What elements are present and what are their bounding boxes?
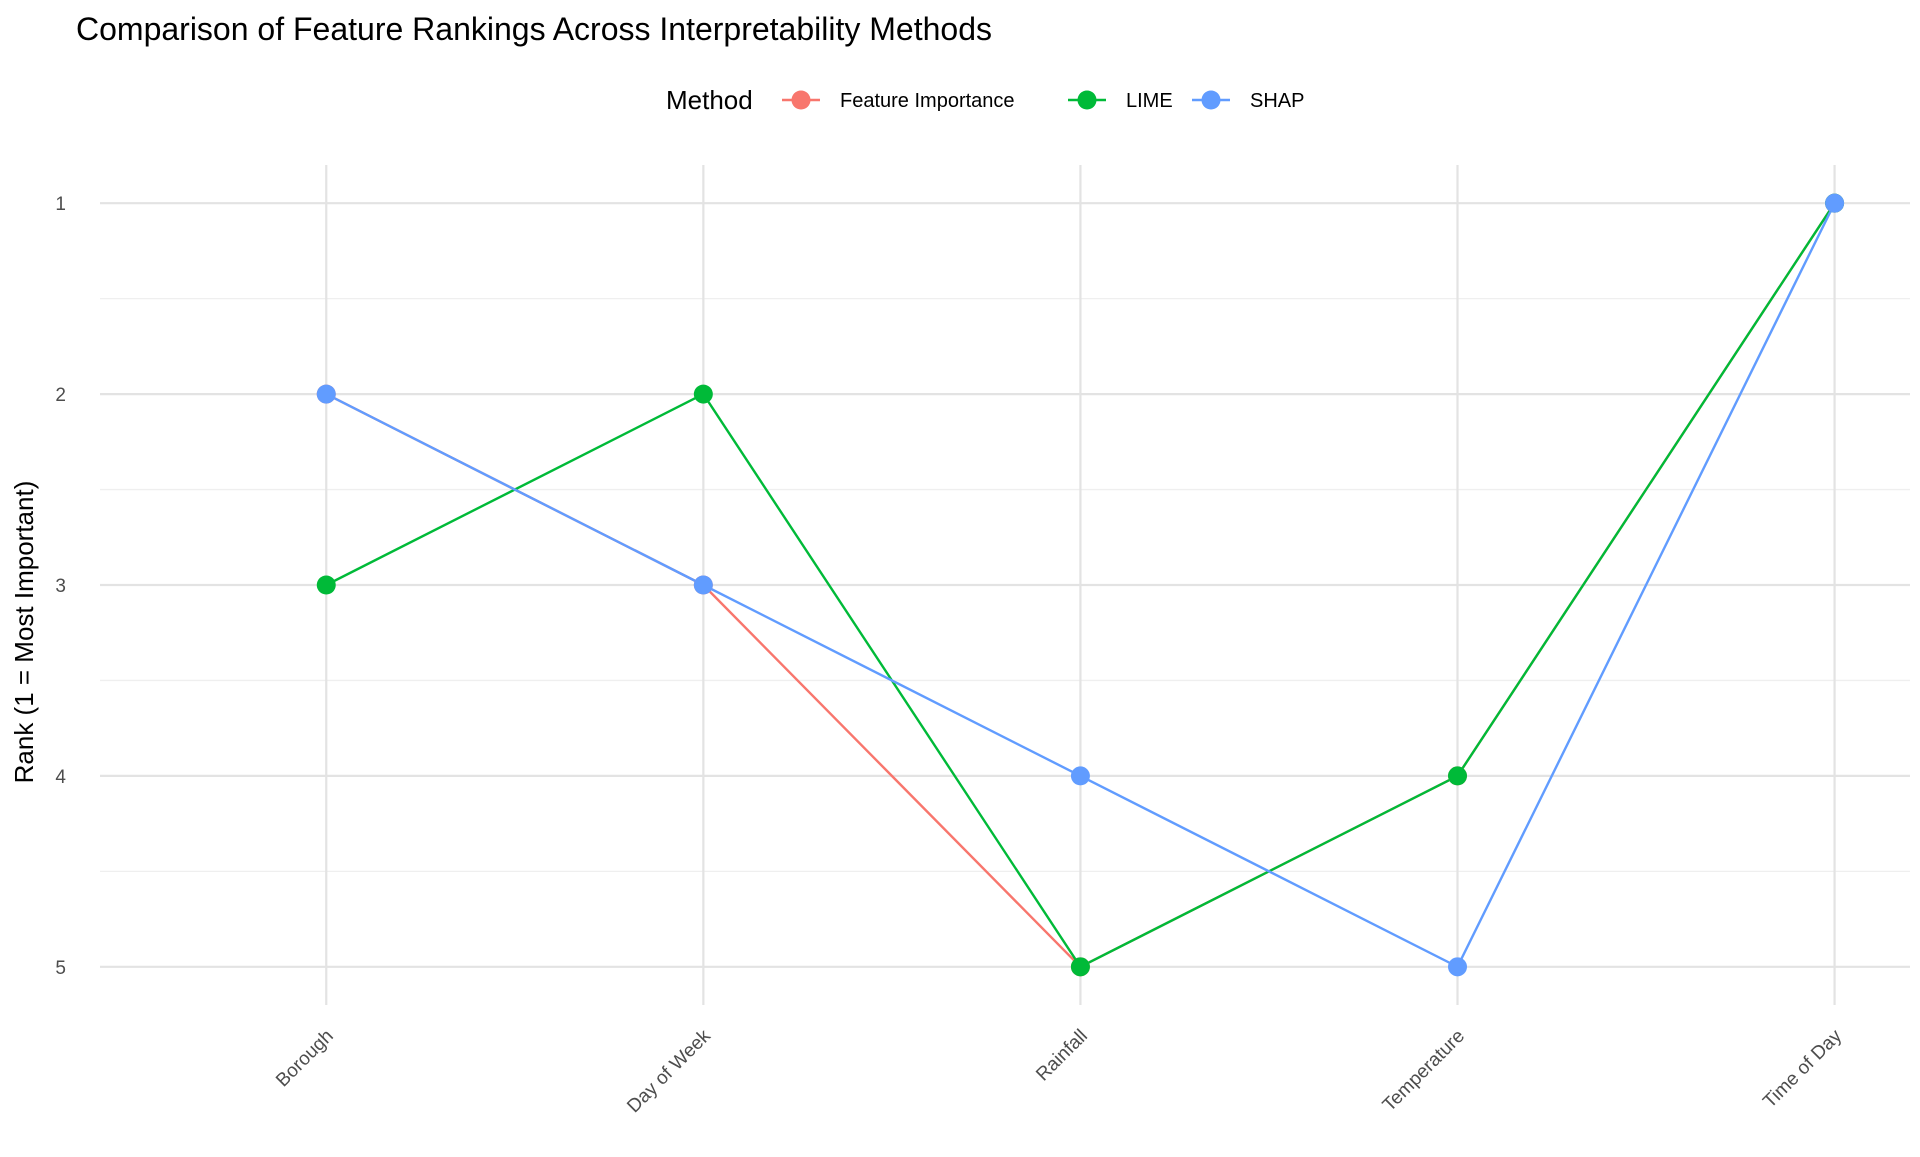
legend-key-marker — [791, 90, 811, 110]
legend-label: SHAP — [1250, 90, 1304, 112]
data-point-lime-borough — [316, 575, 336, 595]
legend-label: Feature Importance — [840, 90, 1015, 112]
data-point-shap-borough — [316, 384, 336, 404]
legend-label: LIME — [1126, 90, 1173, 112]
legend-item-shap: SHAP — [1192, 90, 1304, 112]
x-tick-label-day-of-week: Day of Week — [623, 1025, 715, 1117]
data-point-lime-temperature — [1448, 766, 1467, 786]
data-point-shap-day-of-week — [693, 575, 713, 595]
x-tick-label-time-of-day: Time of Day — [1759, 1025, 1846, 1112]
y-tick-label: 4 — [55, 767, 66, 788]
legend-item-lime: LIME — [1068, 90, 1173, 112]
y-tick-label: 3 — [55, 576, 66, 597]
legend-item-feature-importance: Feature Importance — [782, 90, 1015, 112]
x-tick-label-rainfall: Rainfall — [1032, 1026, 1092, 1086]
data-point-shap-time-of-day — [1825, 193, 1845, 213]
grid — [100, 165, 1910, 1005]
data-point-shap-temperature — [1448, 957, 1467, 977]
legend: Method Feature Importance LIME SHAP — [666, 85, 1304, 115]
legend-key-marker — [1077, 90, 1097, 110]
y-tick-label: 5 — [55, 958, 66, 979]
data-point-lime-rainfall — [1070, 957, 1090, 977]
y-tick-label: 1 — [55, 194, 66, 215]
legend-title: Method — [666, 85, 753, 115]
data-point-lime-day-of-week — [693, 384, 713, 404]
x-axis-ticks: Borough Day of Week Rainfall Temperature Tim… — [272, 1025, 1846, 1117]
y-tick-label: 2 — [55, 385, 66, 406]
y-axis-title: Rank (1 = Most Important) — [9, 481, 39, 784]
y-axis-ticks: 1 2 3 4 5 — [55, 194, 66, 979]
data-point-shap-rainfall — [1070, 766, 1090, 786]
chart-title: Comparison of Feature Rankings Across In… — [76, 11, 992, 47]
x-tick-label-temperature: Temperature — [1379, 1026, 1469, 1116]
series-points — [316, 193, 1845, 977]
legend-key-marker — [1201, 90, 1221, 110]
x-tick-label-borough: Borough — [272, 1026, 338, 1092]
